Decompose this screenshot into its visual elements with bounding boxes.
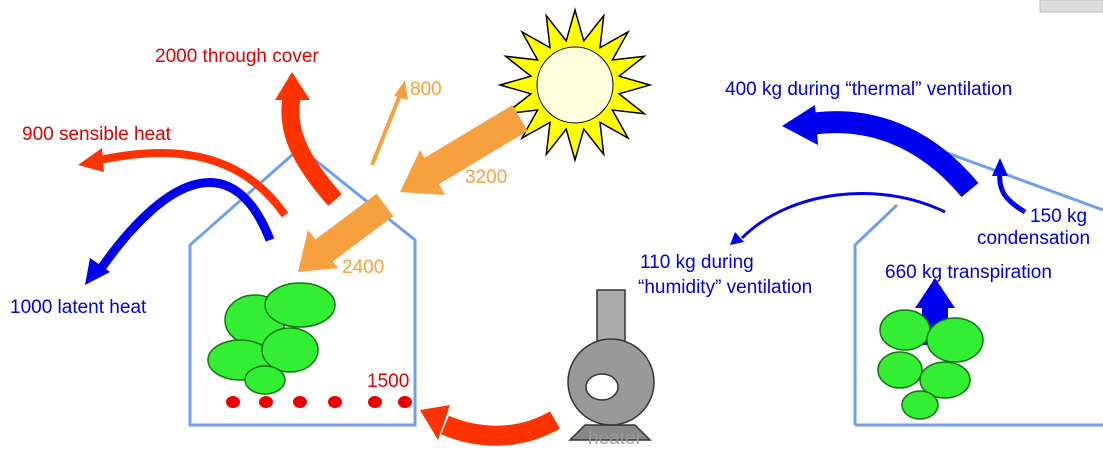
plant-right [877, 309, 984, 420]
heater-icon [567, 289, 655, 441]
plant [207, 282, 336, 395]
label: 110 kg during [640, 252, 754, 273]
label: 2000 through cover [155, 46, 319, 67]
label: “humidity” ventilation [638, 277, 812, 298]
label: 1500 [367, 371, 409, 392]
greenhouse [188, 146, 417, 427]
solar-arrows [298, 80, 528, 272]
vapour-arrowheads [85, 105, 1008, 345]
label: 660 kg transpiration [885, 262, 1052, 283]
label: 400 kg during “thermal” ventilation [725, 79, 1012, 100]
heat-arrowheads [78, 72, 450, 440]
label: 150 kg [1030, 206, 1087, 227]
greenhouse-right [853, 141, 1103, 427]
sun [497, 7, 653, 163]
vapour-arrows [96, 111, 1027, 273]
label: heater [588, 428, 643, 449]
corner-grid [1039, 0, 1103, 13]
label: 2400 [342, 257, 384, 278]
label: 900 sensible heat [22, 124, 172, 145]
label: 3200 [465, 167, 507, 188]
heat-arrows [99, 93, 560, 446]
label: condensation [977, 228, 1090, 249]
label: 800 [410, 79, 442, 100]
heating-pipes [226, 396, 412, 408]
label: 1000 latent heat [10, 297, 147, 318]
